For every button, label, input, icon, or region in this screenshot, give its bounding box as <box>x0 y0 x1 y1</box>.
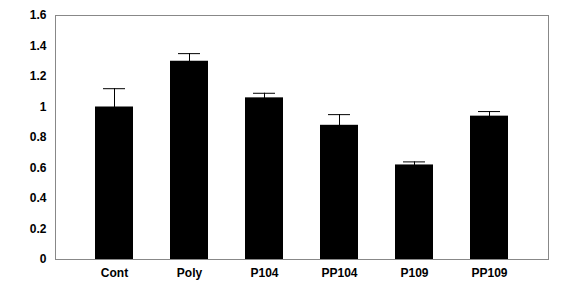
svg-text:1.6: 1.6 <box>30 8 47 22</box>
svg-text:Poly: Poly <box>177 266 203 280</box>
svg-text:0.2: 0.2 <box>30 222 47 236</box>
svg-text:1.2: 1.2 <box>30 69 47 83</box>
svg-text:PP109: PP109 <box>471 266 507 280</box>
svg-text:0.8: 0.8 <box>30 130 47 144</box>
svg-text:0.4: 0.4 <box>30 191 47 205</box>
svg-text:P104: P104 <box>250 266 278 280</box>
svg-text:0: 0 <box>40 252 47 266</box>
svg-text:Cont: Cont <box>101 266 128 280</box>
svg-text:P109: P109 <box>400 266 428 280</box>
svg-text:1: 1 <box>40 100 47 114</box>
svg-text:1.4: 1.4 <box>30 39 47 53</box>
svg-text:PP104: PP104 <box>321 266 357 280</box>
svg-text:0.6: 0.6 <box>30 161 47 175</box>
